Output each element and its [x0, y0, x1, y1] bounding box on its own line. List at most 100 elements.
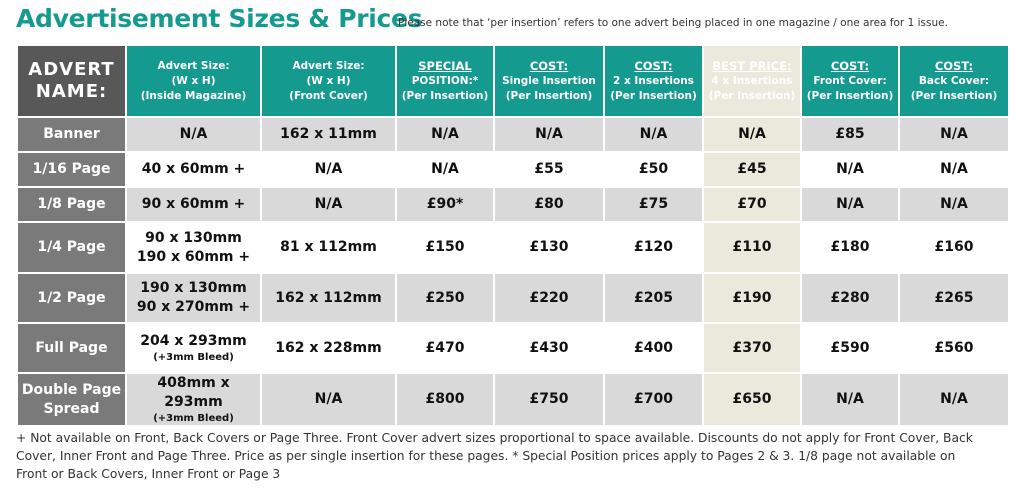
cell-line: N/A — [738, 126, 766, 142]
header-line: BEST PRICE: — [712, 58, 792, 73]
cell-line: N/A — [940, 126, 968, 142]
cell: £800 — [395, 372, 495, 427]
cell: £430 — [493, 322, 605, 374]
header-line: (Per Insertion) — [505, 89, 593, 102]
cell-line: 190 x 60mm + — [136, 248, 251, 265]
cell-line: 90 x 60mm + — [141, 196, 246, 212]
cell-line: £45 — [737, 161, 767, 177]
row-name: 1/16 Page — [16, 151, 127, 188]
row-name-line: 1/8 Page — [37, 196, 106, 212]
cell: 190 x 130mm 90 x 270mm + — [125, 272, 262, 324]
cell-line: N/A — [314, 161, 343, 177]
header-row: ADVERT NAME: Advert Size: (W x H) (Inside Ma… — [16, 44, 1010, 118]
cell-line: £130 — [529, 239, 569, 255]
cell: £50 — [603, 151, 704, 188]
cell-line: £50 — [638, 161, 669, 177]
cell: £650 — [702, 372, 802, 427]
row-name-line: 1/4 Page — [37, 239, 106, 255]
header-line: (Per Insertion) — [401, 89, 489, 102]
table-row: Banner N/A 162 x 11mm N/A N/A N/A N/A £85 N/A — [16, 116, 1010, 153]
header-line: 2 x Insertions — [613, 74, 694, 87]
cell: N/A — [898, 151, 1010, 188]
header-line: Advert Size: — [157, 59, 230, 72]
cell-line: 162 x 228mm — [275, 339, 382, 356]
row-name-line: 1/16 Page — [32, 161, 111, 177]
header-line: Advert Size: — [292, 59, 365, 72]
footnote: + Not available on Front, Back Covers or… — [16, 431, 973, 481]
cell-line: N/A — [940, 391, 968, 407]
cell-line: 81 x 112mm — [280, 239, 377, 255]
header-line: Back Cover: — [918, 74, 990, 87]
cell: 40 x 60mm + — [125, 151, 262, 188]
cell-line: N/A — [314, 391, 343, 407]
cell-line: 190 x 130mm — [140, 280, 247, 296]
cell: £370 — [702, 322, 802, 374]
cell-line: £55 — [534, 161, 564, 177]
cell-line: £650 — [732, 391, 772, 407]
header-line: SPECIAL — [418, 58, 472, 73]
row-name: 1/8 Page — [16, 186, 127, 223]
header-line: COST: — [934, 58, 974, 73]
cell-line: £430 — [529, 339, 569, 356]
row-name: Full Page — [16, 322, 127, 374]
header-line: (Per Insertion) — [806, 89, 894, 102]
column-header: COST: 2 x Insertions (Per Insertion) — [603, 44, 704, 118]
cell: N/A — [603, 116, 704, 153]
cell-line: £800 — [425, 391, 465, 407]
cell: N/A — [125, 116, 262, 153]
cell-line: 162 x 112mm — [275, 289, 382, 306]
cell-line: £280 — [830, 289, 870, 306]
cell: N/A — [800, 186, 900, 223]
cell: N/A — [260, 151, 397, 188]
cell: £400 — [603, 322, 704, 374]
cell: N/A — [395, 151, 495, 188]
cell-line: £160 — [934, 239, 974, 255]
cell: £205 — [603, 272, 704, 324]
cell: N/A — [395, 116, 495, 153]
cell: £55 — [493, 151, 605, 188]
cell: £150 — [395, 221, 495, 274]
table-row: 1/4 Page 90 x 130mm 190 x 60mm + 81 x 112mm… — [16, 221, 1010, 274]
cell: N/A — [260, 372, 397, 427]
cell: 162 x 112mm — [260, 272, 397, 324]
column-header: BEST PRICE: 4 x Insertions (Per Insertion) — [702, 44, 802, 118]
cell: N/A — [493, 116, 605, 153]
table-header: ADVERT NAME: Advert Size: (W x H) (Inside Ma… — [16, 44, 1010, 118]
column-header: COST: Front Cover: (Per Insertion) — [800, 44, 900, 118]
table-row: 1/2 Page 190 x 130mm 90 x 270mm + 162 x 112… — [16, 272, 1010, 324]
header-line: Front Cover: — [813, 74, 887, 87]
table-row: 1/8 Page 90 x 60mm + N/A £90* £80 £75 £70 N/A N/… — [16, 186, 1010, 223]
cell-line: £265 — [934, 289, 974, 306]
row-name: Banner — [16, 116, 127, 153]
cell-line: £150 — [425, 239, 465, 255]
cell-line: £110 — [732, 239, 772, 255]
cell: £75 — [603, 186, 704, 223]
header-line: POSITION:* — [411, 74, 479, 87]
header-line: NAME: — [35, 81, 108, 102]
cell: £110 — [702, 221, 802, 274]
row-name-line: Spread — [43, 400, 100, 417]
cell: £80 — [493, 186, 605, 223]
column-header: Advert Size: (W x H) (Inside Magazine) — [125, 44, 262, 118]
cell-line: £75 — [638, 196, 669, 212]
table-body: Banner N/A 162 x 11mm N/A N/A N/A N/A £85 N/A 1/1… — [16, 116, 1010, 427]
header-line: (Front Cover) — [289, 89, 368, 102]
cell: £250 — [395, 272, 495, 324]
cell-line: £120 — [634, 239, 673, 255]
column-header: ADVERT NAME: — [16, 44, 127, 118]
cell: £750 — [493, 372, 605, 427]
cell: N/A — [800, 372, 900, 427]
cell-line: 408mm x 293mm — [157, 375, 230, 410]
cell: 204 x 293mm (+3mm Bleed) — [125, 322, 262, 374]
cell-line: N/A — [836, 196, 864, 212]
row-name-line: 1/2 Page — [37, 289, 106, 306]
cell: £160 — [898, 221, 1010, 274]
cell: N/A — [702, 116, 802, 153]
cell-note: (+3mm Bleed) — [153, 352, 234, 363]
cell-line: £190 — [732, 289, 772, 306]
cell-line: £180 — [830, 239, 870, 255]
cell-line: 40 x 60mm + — [141, 161, 246, 177]
cell-line: N/A — [431, 126, 459, 142]
column-header: COST: Back Cover: (Per Insertion) — [898, 44, 1010, 118]
